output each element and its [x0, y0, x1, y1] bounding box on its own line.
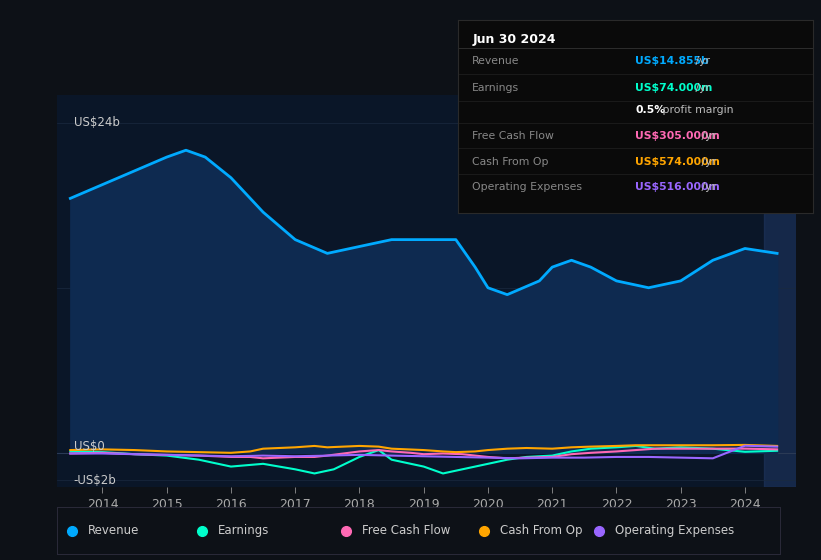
Text: Revenue: Revenue	[472, 56, 520, 66]
Text: US$74.000m: US$74.000m	[635, 83, 713, 93]
Text: Earnings: Earnings	[218, 524, 269, 537]
Text: 0.5%: 0.5%	[635, 105, 666, 115]
Text: US$0: US$0	[74, 440, 104, 453]
Text: Free Cash Flow: Free Cash Flow	[362, 524, 451, 537]
Text: Cash From Op: Cash From Op	[500, 524, 582, 537]
Text: Earnings: Earnings	[472, 83, 520, 93]
Text: /yr: /yr	[698, 130, 716, 141]
Text: -US$2b: -US$2b	[74, 474, 117, 487]
Text: US$574.000m: US$574.000m	[635, 157, 720, 167]
Text: Operating Expenses: Operating Expenses	[615, 524, 735, 537]
Text: /yr: /yr	[692, 56, 710, 66]
Text: US$14.855b: US$14.855b	[635, 56, 709, 66]
Text: profit margin: profit margin	[659, 105, 734, 115]
Text: Free Cash Flow: Free Cash Flow	[472, 130, 554, 141]
Bar	[764, 95, 798, 487]
Text: Revenue: Revenue	[88, 524, 140, 537]
Text: US$24b: US$24b	[74, 116, 119, 129]
Text: /yr: /yr	[698, 157, 716, 167]
Text: Jun 30 2024: Jun 30 2024	[472, 33, 556, 46]
Text: /yr: /yr	[698, 181, 716, 192]
Text: US$305.000m: US$305.000m	[635, 130, 720, 141]
Text: Cash From Op: Cash From Op	[472, 157, 548, 167]
Text: Operating Expenses: Operating Expenses	[472, 181, 582, 192]
Text: US$516.000m: US$516.000m	[635, 181, 720, 192]
Text: /yr: /yr	[692, 83, 710, 93]
